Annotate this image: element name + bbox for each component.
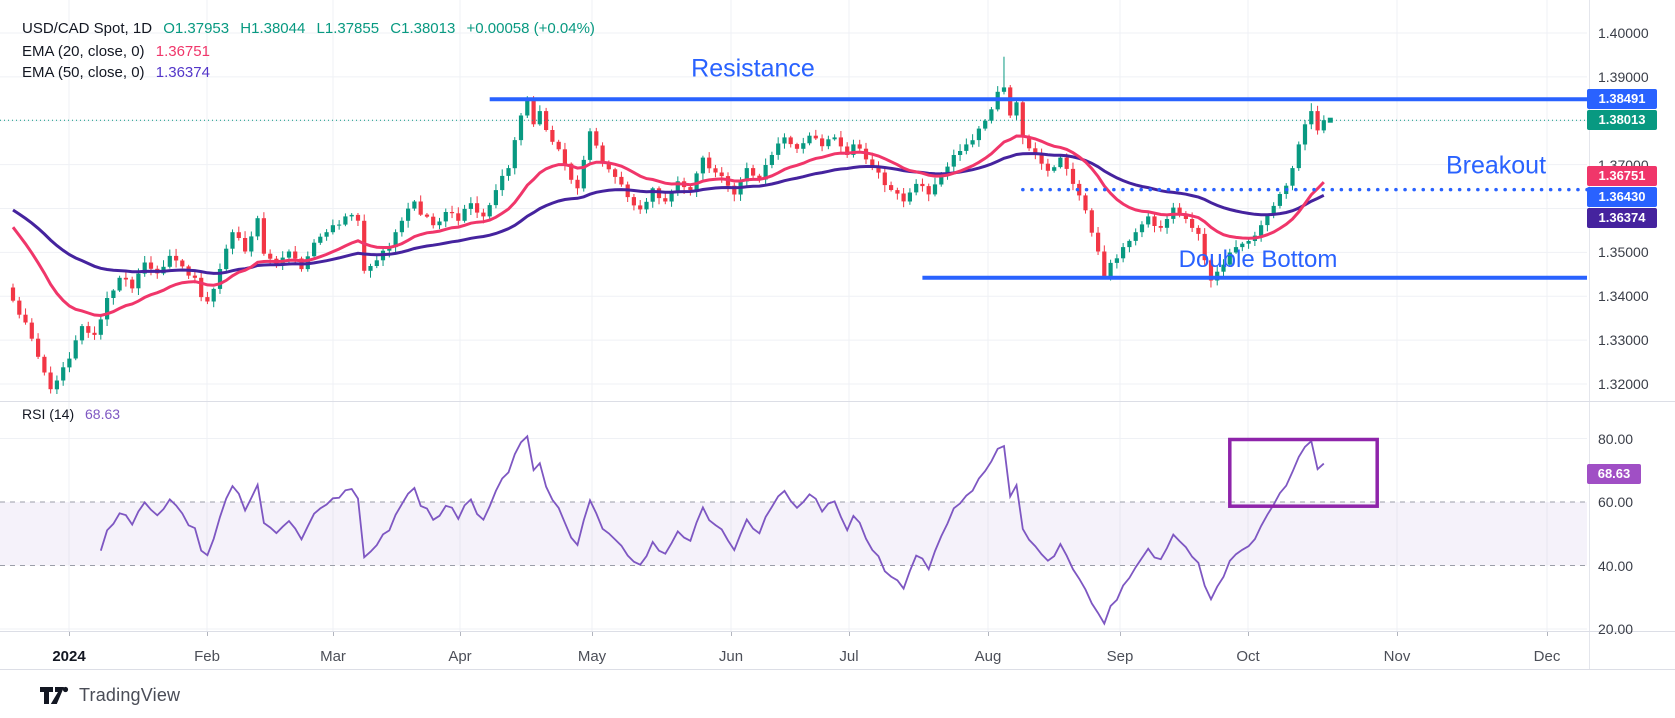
ema50-label: EMA (50, close, 0) <box>22 64 145 81</box>
rsi-value: 68.63 <box>85 406 121 422</box>
time-axis-label: May <box>577 648 607 665</box>
rsi-axis-label: 40.00 <box>1598 557 1634 574</box>
rsi-zone-band <box>0 501 1587 566</box>
time-axis-tick <box>1120 632 1121 636</box>
time-axis-label: Nov <box>1383 648 1411 665</box>
panel-separator-rsi-timeaxis <box>0 631 1675 632</box>
price-badge: 68.63 <box>1587 464 1641 484</box>
last-price-marker <box>1327 117 1333 123</box>
time-axis-bottom-border <box>0 669 1675 670</box>
price-axis-label: 1.33000 <box>1598 332 1649 349</box>
tradingview-logo-icon <box>40 686 69 704</box>
rsi-axis-label: 80.00 <box>1598 430 1634 447</box>
resistance-label[interactable]: Resistance <box>691 54 815 83</box>
time-axis-tick <box>207 632 208 636</box>
ema50-value: 1.36374 <box>155 64 210 81</box>
ohlc-change: +0.00058 (+0.04%) <box>466 20 595 37</box>
price-axis-label: 1.35000 <box>1598 244 1649 261</box>
ohlc-close: C1.38013 <box>390 20 456 37</box>
time-axis-tick <box>731 632 732 636</box>
time-axis-label: Dec <box>1533 648 1561 665</box>
breakout-label[interactable]: Breakout <box>1445 151 1547 180</box>
time-axis-tick <box>1397 632 1398 636</box>
time-axis-label: Apr <box>448 648 472 665</box>
price-axis-border <box>1589 0 1590 669</box>
symbol-title: USD/CAD Spot, 1D <box>22 20 153 37</box>
time-axis-tick <box>333 632 334 636</box>
price-badge: 1.38491 <box>1587 89 1657 109</box>
price-axis-label: 1.34000 <box>1598 288 1649 305</box>
time-axis-label: Feb <box>194 648 220 665</box>
level-lines-layer <box>0 97 1589 280</box>
rsi-legend-row[interactable]: RSI (14) 68.63 <box>22 406 120 422</box>
tradingview-logo-text: TradingView <box>79 685 181 705</box>
price-badge: 1.36751 <box>1587 166 1657 186</box>
time-axis-tick <box>1547 632 1548 636</box>
price-badge: 1.36374 <box>1587 208 1657 228</box>
price-axis-label: 1.39000 <box>1598 68 1649 85</box>
time-axis-label: 2024 <box>52 648 86 665</box>
time-axis-tick <box>69 632 70 636</box>
panel-separator-price-rsi[interactable] <box>0 401 1675 402</box>
time-axis-tick <box>592 632 593 636</box>
ema50-legend-row[interactable]: EMA (50, close, 0) 1.36374 <box>22 64 210 81</box>
price-axis-label: 1.32000 <box>1598 376 1649 392</box>
candles-layer[interactable] <box>10 56 1326 394</box>
time-axis-label: Sep <box>1106 648 1134 665</box>
price-badge: 1.36430 <box>1587 187 1657 207</box>
time-axis-label: Oct <box>1236 648 1260 665</box>
time-axis-label: Jul <box>839 648 859 665</box>
time-axis-label: Aug <box>974 648 1002 665</box>
price-badge: 1.38013 <box>1587 110 1657 130</box>
time-axis-label: Jun <box>718 648 744 665</box>
time-axis-tick <box>988 632 989 636</box>
time-axis-tick <box>849 632 850 636</box>
rsi-label: RSI (14) <box>22 406 75 422</box>
symbol-legend-row[interactable]: USD/CAD Spot, 1D O1.37953 H1.38044 L1.37… <box>22 20 595 37</box>
rsi-axis-label: 20.00 <box>1598 621 1634 637</box>
ema20-legend-row[interactable]: EMA (20, close, 0) 1.36751 <box>22 43 210 60</box>
price-axis-label: 1.40000 <box>1598 25 1649 41</box>
ohlc-low: L1.37855 <box>316 20 380 37</box>
rsi-highlight-box[interactable] <box>1228 437 1379 508</box>
rsi-axis-label: 60.00 <box>1598 494 1634 510</box>
rsi-line[interactable] <box>99 434 1325 626</box>
ema20-label: EMA (20, close, 0) <box>22 43 145 60</box>
ohlc-open: O1.37953 <box>163 20 230 37</box>
time-axis-tick <box>460 632 461 636</box>
tradingview-logo[interactable]: TradingView <box>40 685 180 706</box>
double-bottom-label[interactable]: Double Bottom <box>1178 246 1338 273</box>
time-axis-label: Mar <box>320 648 346 665</box>
ema20-line[interactable] <box>11 134 1325 318</box>
ohlc-high: H1.38044 <box>240 20 306 37</box>
ema20-value: 1.36751 <box>155 43 210 60</box>
ema50-line[interactable] <box>12 152 1325 275</box>
time-axis-tick <box>1248 632 1249 636</box>
